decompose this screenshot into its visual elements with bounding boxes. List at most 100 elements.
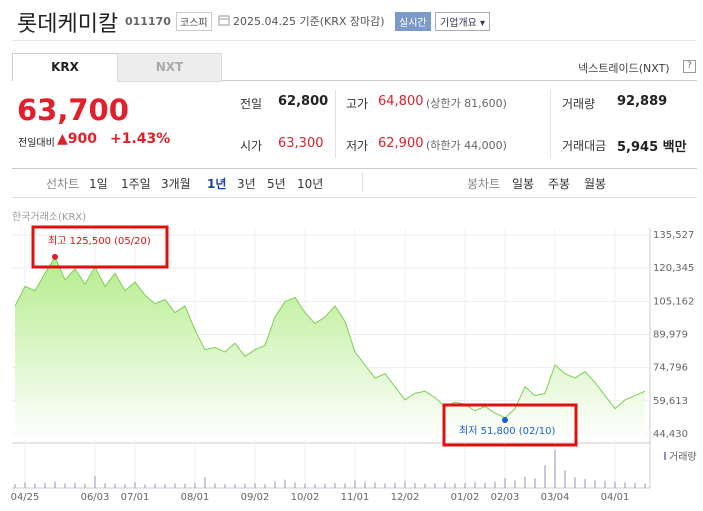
current-price: 63,700	[17, 93, 129, 127]
candle-option[interactable]: 주봉	[548, 177, 571, 191]
volume-bar	[424, 483, 426, 488]
stat-value: 62,800	[278, 94, 329, 109]
y-tick-label: 89,979	[653, 329, 688, 340]
stock-name: 롯데케미칼	[17, 12, 119, 37]
volume-bar	[124, 484, 126, 488]
volume-bar	[504, 477, 506, 488]
company-button[interactable]: 기업개요 ▾	[435, 12, 491, 31]
price-line	[14, 255, 646, 419]
stat-note: (상한가 81,600)	[426, 97, 507, 110]
period-option[interactable]: 1주일	[121, 177, 151, 191]
period-option[interactable]: 1년	[207, 177, 227, 191]
stat-label: 거래대금	[562, 139, 607, 153]
high-dot	[52, 253, 58, 260]
candle-option[interactable]: 월봉	[584, 177, 607, 191]
candle-option[interactable]: 일봉	[512, 177, 535, 191]
volume-bar	[544, 465, 546, 488]
volume-bar	[604, 480, 606, 488]
volume-bar	[404, 481, 406, 488]
low-dot	[502, 417, 508, 423]
volume-bar	[74, 482, 76, 488]
stat-value: 64,800	[378, 94, 424, 109]
volume-bar	[144, 484, 146, 488]
highlight-box	[442, 403, 578, 447]
y-tick-label: 105,162	[653, 296, 694, 307]
tab-line	[221, 80, 697, 81]
volume-bar	[214, 483, 216, 488]
x-tick-label: 01/02	[451, 492, 480, 503]
line-chart-label: 선차트	[46, 177, 80, 191]
period-option[interactable]: 3개월	[161, 177, 191, 191]
y-tick-label: 120,345	[653, 263, 694, 274]
period-bar	[12, 168, 697, 198]
x-tick-label: 02/03	[491, 492, 520, 503]
volume-bar	[264, 484, 266, 488]
volume-bar	[174, 483, 176, 488]
volume-bar	[254, 483, 256, 488]
volume-bar	[64, 483, 66, 488]
volume-bar	[134, 482, 136, 488]
volume-bar	[34, 483, 36, 488]
separator	[335, 90, 336, 158]
volume-bar	[644, 483, 646, 488]
volume-bar	[44, 482, 46, 488]
volume-bar	[114, 483, 116, 488]
x-tick-label: 06/03	[81, 492, 110, 503]
volume-bar	[294, 482, 296, 488]
volume-bar	[354, 480, 356, 488]
volume-bar	[584, 479, 586, 488]
x-tick-label: 08/01	[181, 492, 210, 503]
change-rate: +1.43%	[110, 131, 171, 147]
volume-legend-mark	[664, 452, 666, 460]
volume-bar	[394, 482, 396, 488]
x-tick-label: 09/02	[241, 492, 270, 503]
volume-bar	[194, 482, 196, 488]
x-tick-label: 11/01	[341, 492, 370, 503]
stat-label: 저가	[346, 139, 369, 153]
change: 900	[67, 131, 98, 147]
volume-bar	[414, 482, 416, 488]
period-option[interactable]: 3년	[237, 177, 256, 191]
high-label: 최고 125,500 (05/20)	[48, 235, 151, 247]
tab-nxt[interactable]: NXT	[117, 53, 222, 82]
volume-bar	[224, 484, 226, 488]
volume-bar	[184, 483, 186, 488]
divider	[12, 40, 697, 41]
change-value: ▲900	[57, 131, 98, 147]
volume-bar	[94, 475, 96, 488]
company-label: 기업개요	[440, 18, 477, 29]
volume-bar	[234, 484, 236, 488]
volume-bar	[514, 480, 516, 488]
price-area	[15, 256, 645, 440]
x-tick-label: 04/01	[601, 492, 630, 503]
chart-source: 한국거래소(KRX)	[12, 212, 87, 223]
stat-value: 92,889	[617, 94, 668, 109]
realtime-badge[interactable]: 실시간	[395, 12, 431, 31]
volume-bar	[434, 483, 436, 488]
volume-bar	[534, 478, 536, 488]
volume-bar	[164, 484, 166, 488]
volume-bar	[374, 482, 376, 488]
volume-label: 거래량	[669, 451, 697, 463]
period-option[interactable]: 5년	[267, 177, 286, 191]
y-tick-label: 44,430	[653, 429, 688, 440]
period-option[interactable]: 1일	[89, 177, 108, 191]
volume-bar	[614, 481, 616, 488]
volume-bar	[444, 482, 446, 488]
highlight-box	[31, 225, 169, 269]
volume-bar	[524, 476, 526, 488]
y-tick-label: 59,613	[653, 396, 688, 407]
y-tick-label: 135,527	[653, 230, 694, 241]
nxt-link[interactable]: 넥스트레이드(NXT)	[578, 62, 670, 75]
volume-bar	[594, 480, 596, 488]
stat-value: 63,300	[278, 136, 324, 151]
volume-bar	[104, 483, 106, 488]
period-option[interactable]: 10년	[297, 177, 324, 191]
volume-bar	[564, 470, 566, 488]
x-tick-label: 04/25	[11, 492, 40, 503]
help-icon[interactable]: ?	[683, 60, 696, 73]
volume-bar	[364, 481, 366, 488]
separator	[550, 90, 551, 158]
volume-bar	[384, 483, 386, 488]
